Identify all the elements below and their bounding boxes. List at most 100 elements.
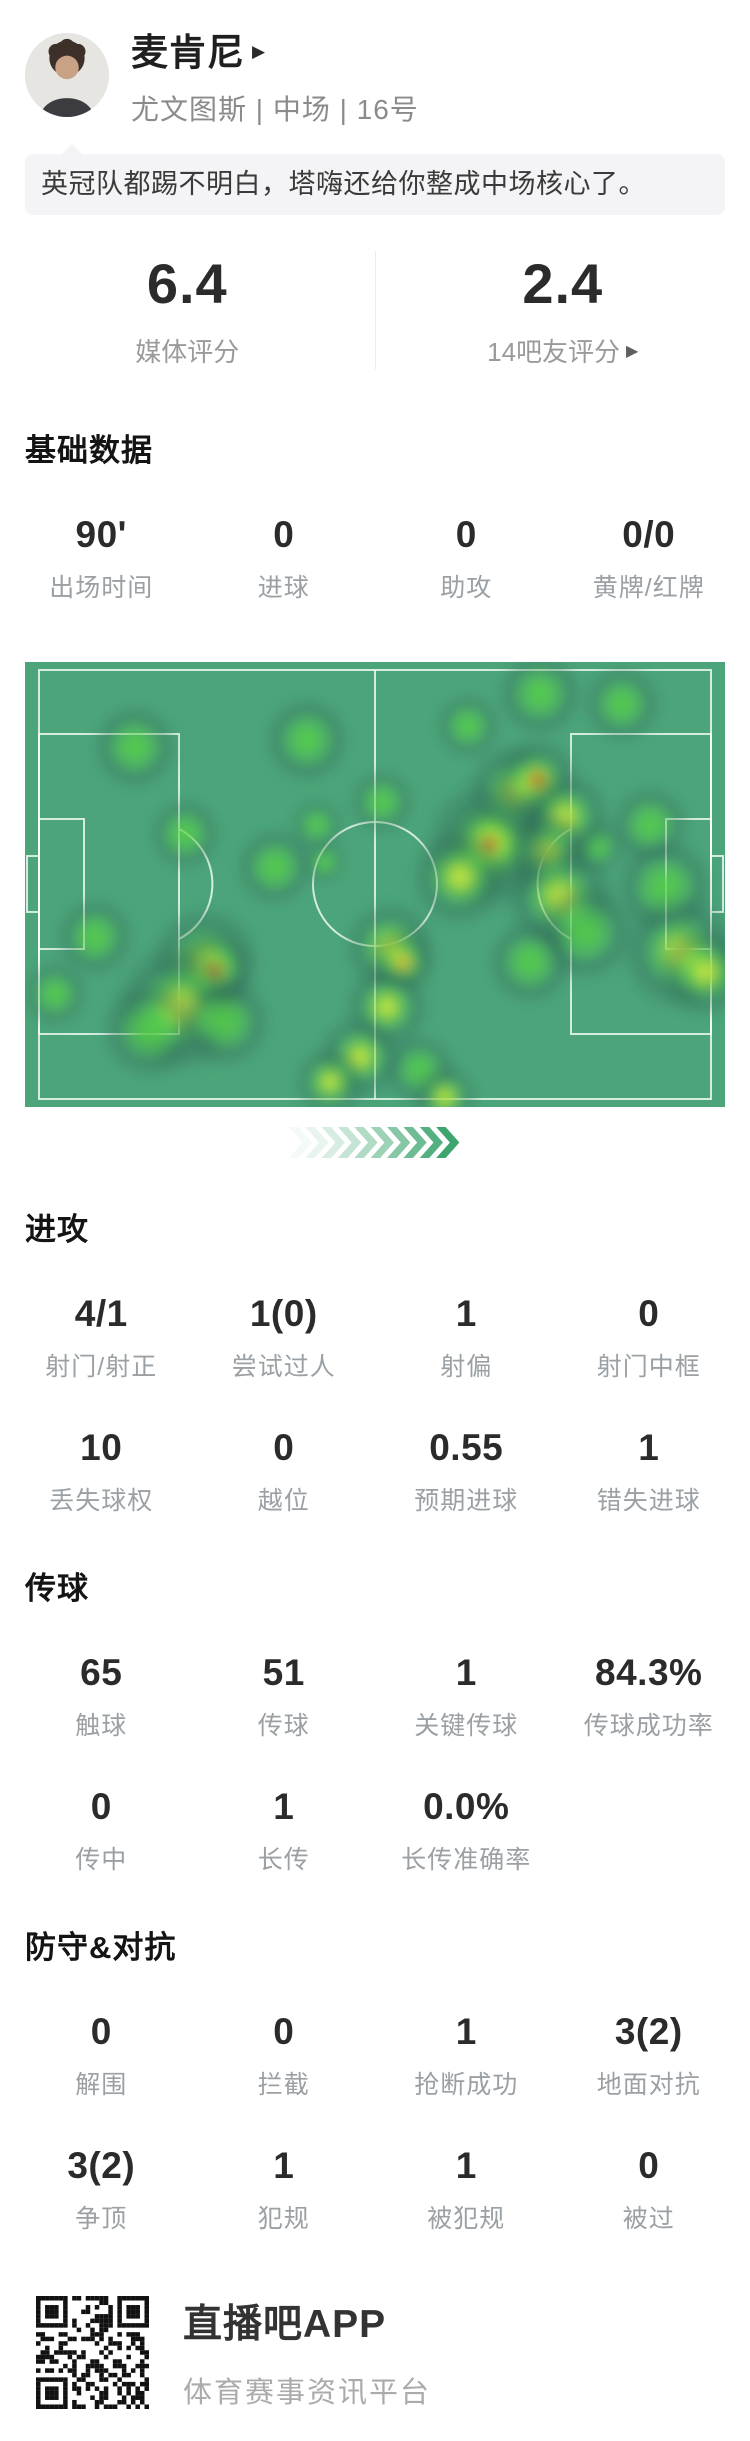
stat-cell: 0 解围 — [10, 2011, 193, 2101]
player-name-link[interactable]: 麦肯尼 ▶ — [131, 22, 419, 76]
stat-cell: 3(2) 地面对抗 — [558, 2011, 741, 2101]
stat-label: 黄牌/红牌 — [558, 568, 741, 604]
stat-value: 0 — [193, 514, 376, 556]
stat-label: 进球 — [193, 568, 376, 604]
avatar-placeholder-icon — [25, 33, 109, 117]
player-header: 麦肯尼 ▶ 尤文图斯 | 中场 | 16号 — [0, 0, 750, 128]
stat-value: 0.55 — [375, 1427, 558, 1469]
stat-value: 1 — [193, 2145, 376, 2187]
app-name: 直播吧APP — [183, 2293, 431, 2349]
stat-value: 0 — [10, 1786, 193, 1828]
stat-label: 解围 — [10, 2065, 193, 2101]
media-rating-label: 媒体评分 — [135, 332, 239, 369]
player-head-text: 麦肯尼 ▶ 尤文图斯 | 中场 | 16号 — [131, 22, 419, 128]
stat-label: 关键传球 — [375, 1706, 558, 1742]
ratings-row: 6.4 媒体评分 2.4 14吧友评分 ▶ — [0, 245, 750, 379]
stat-value: 1 — [375, 2145, 558, 2187]
stat-value: 0 — [193, 1427, 376, 1469]
stat-value: 1 — [375, 1293, 558, 1335]
stat-label: 触球 — [10, 1706, 193, 1742]
stat-value: 0 — [375, 514, 558, 556]
stat-cell: 90'出场时间 — [10, 514, 193, 604]
stat-cell: 1 长传 — [193, 1786, 376, 1876]
footer-text: 直播吧APP 体育赛事资讯平台 — [183, 2293, 431, 2411]
stat-cell: 0 传中 — [10, 1786, 193, 1876]
section-title: 传球 — [25, 1563, 725, 1608]
flow-chevrons-icon — [0, 1127, 750, 1158]
fan-rating: 2.4 14吧友评分 ▶ — [375, 251, 750, 369]
stat-value: 1(0) — [193, 1293, 376, 1335]
stat-value: 1 — [558, 1427, 741, 1469]
stat-value: 10 — [10, 1427, 193, 1469]
fan-rating-link[interactable]: 14吧友评分 ▶ — [487, 332, 638, 369]
section-title: 进攻 — [25, 1204, 725, 1249]
stat-label: 传中 — [10, 1840, 193, 1876]
stat-value: 84.3% — [558, 1652, 741, 1694]
media-rating-value: 6.4 — [0, 251, 375, 316]
stat-label: 传球 — [193, 1706, 376, 1742]
stat-value: 1 — [375, 1652, 558, 1694]
stat-value: 3(2) — [558, 2011, 741, 2053]
stat-value: 0 — [558, 2145, 741, 2187]
stat-label: 长传 — [193, 1840, 376, 1876]
stat-label: 预期进球 — [375, 1481, 558, 1517]
stat-value: 51 — [193, 1652, 376, 1694]
stat-cell: 3(2) 争顶 — [10, 2145, 193, 2235]
fan-rating-arrow-icon: ▶ — [626, 341, 638, 361]
stat-value: 0 — [10, 2011, 193, 2053]
name-arrow-icon: ▶ — [252, 42, 265, 62]
position-heatmap — [25, 662, 725, 1107]
stat-label: 拦截 — [193, 2065, 376, 2101]
stat-cell: 0 进球 — [193, 514, 376, 604]
bubble-tail — [61, 144, 83, 155]
stat-label: 助攻 — [375, 568, 558, 604]
stat-cell: 51 传球 — [193, 1652, 376, 1742]
stat-cell: 0 助攻 — [375, 514, 558, 604]
stat-value: 1 — [193, 1786, 376, 1828]
app-tagline: 体育赛事资讯平台 — [183, 2369, 431, 2411]
stat-value: 1 — [375, 2011, 558, 2053]
stat-value: 0 — [558, 1293, 741, 1335]
stat-cell: 4/1 射门/射正 — [10, 1293, 193, 1383]
stat-cell: 84.3% 传球成功率 — [558, 1652, 741, 1742]
stat-value: 3(2) — [10, 2145, 193, 2187]
stat-label: 被犯规 — [375, 2199, 558, 2235]
stat-label: 争顶 — [10, 2199, 193, 2235]
stat-cell: 0.0%长传准确率 — [375, 1786, 558, 1876]
stat-label: 地面对抗 — [558, 2065, 741, 2101]
fan-rating-value: 2.4 — [376, 251, 750, 316]
stat-value: 90' — [10, 514, 193, 556]
stat-label: 射门/射正 — [10, 1347, 193, 1383]
stat-label: 丢失球权 — [10, 1481, 193, 1517]
app-footer: 直播吧APP 体育赛事资讯平台 — [36, 2293, 750, 2411]
media-rating-label-text: 媒体评分 — [135, 332, 239, 369]
comment-text: 英冠队都踢不明白，塔嗨还给你整成中场核心了。 — [25, 154, 725, 215]
stat-cell: 0.55 预期进球 — [375, 1427, 558, 1517]
stat-cell: 1 射偏 — [375, 1293, 558, 1383]
stat-value: 4/1 — [10, 1293, 193, 1335]
stat-label: 被过 — [558, 2199, 741, 2235]
section-title: 防守&对抗 — [25, 1922, 725, 1967]
comment-bubble: 英冠队都踢不明白，塔嗨还给你整成中场核心了。 — [25, 154, 725, 215]
stat-cell: 1 被犯规 — [375, 2145, 558, 2235]
stat-label: 尝试过人 — [193, 1347, 376, 1383]
stat-label: 犯规 — [193, 2199, 376, 2235]
stat-cell: 0 被过 — [558, 2145, 741, 2235]
stat-label: 射偏 — [375, 1347, 558, 1383]
app-qr-code — [36, 2296, 149, 2409]
stat-value: 0/0 — [558, 514, 741, 556]
stat-label: 传球成功率 — [558, 1706, 741, 1742]
